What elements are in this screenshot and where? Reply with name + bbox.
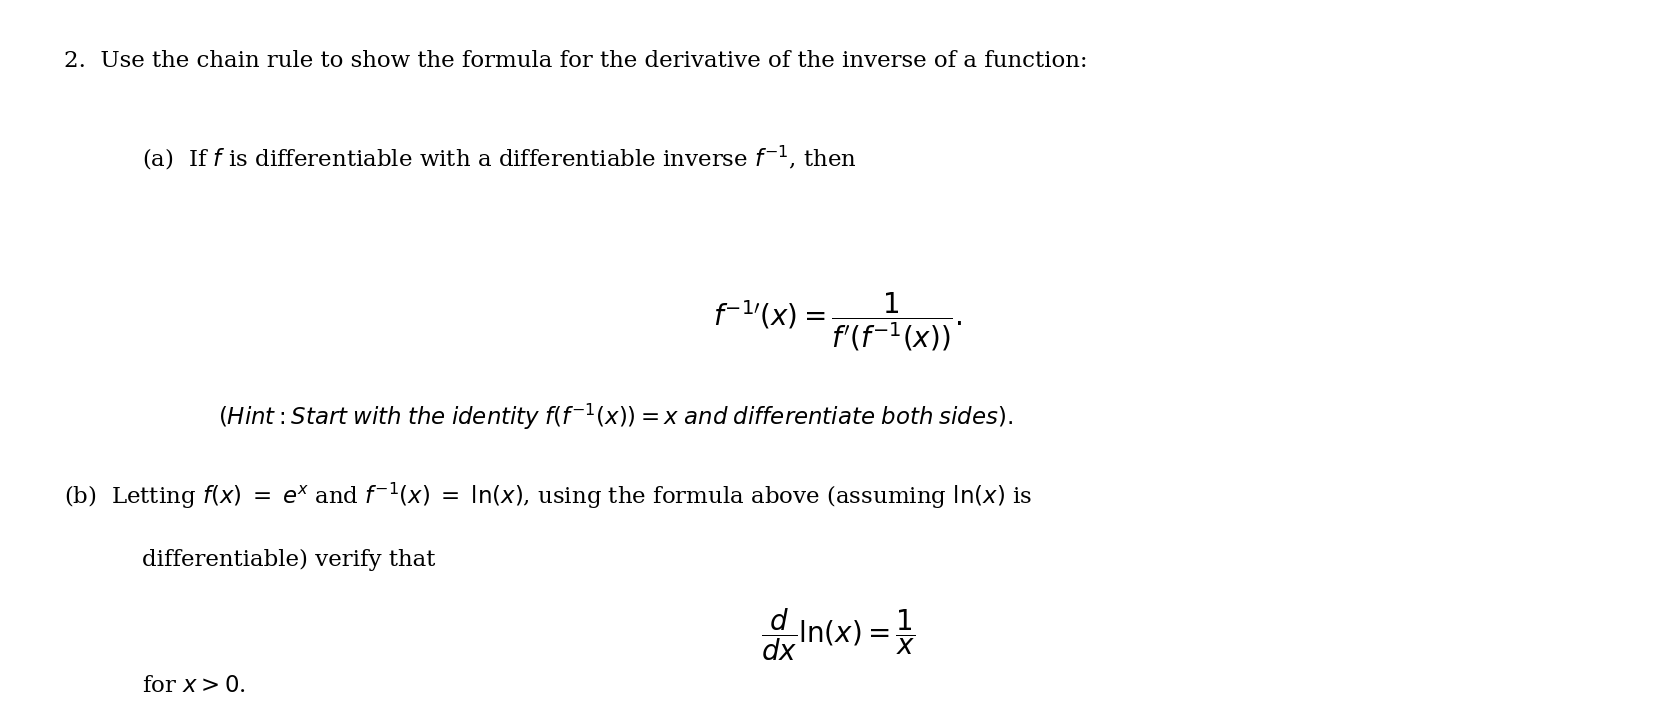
Text: 2.  Use the chain rule to show the formula for the derivative of the inverse of : 2. Use the chain rule to show the formul…: [64, 50, 1088, 73]
Text: (b)  Letting $f(x)\; =\; e^x$ and $f^{-1}(x)\; =\; \ln(x)$, using the formula ab: (b) Letting $f(x)\; =\; e^x$ and $f^{-1}…: [64, 481, 1032, 511]
Text: $(Hint: Start\; with\; the\; identity\; f(f^{-1}(x)) = x\; and\; differentiate\;: $(Hint: Start\; with\; the\; identity\; …: [218, 402, 1014, 432]
Text: for $x > 0$.: for $x > 0$.: [142, 675, 246, 697]
Text: $\dfrac{d}{dx}\ln(x) = \dfrac{1}{x}$: $\dfrac{d}{dx}\ln(x) = \dfrac{1}{x}$: [761, 607, 915, 663]
Text: differentiable) verify that: differentiable) verify that: [142, 549, 436, 572]
Text: (a)  If $f$ is differentiable with a differentiable inverse $f^{-1}$, then: (a) If $f$ is differentiable with a diff…: [142, 144, 856, 172]
Text: $f^{-1\prime}(x) = \dfrac{1}{f^{\prime}(f^{-1}(x))}.$: $f^{-1\prime}(x) = \dfrac{1}{f^{\prime}(…: [714, 291, 962, 353]
